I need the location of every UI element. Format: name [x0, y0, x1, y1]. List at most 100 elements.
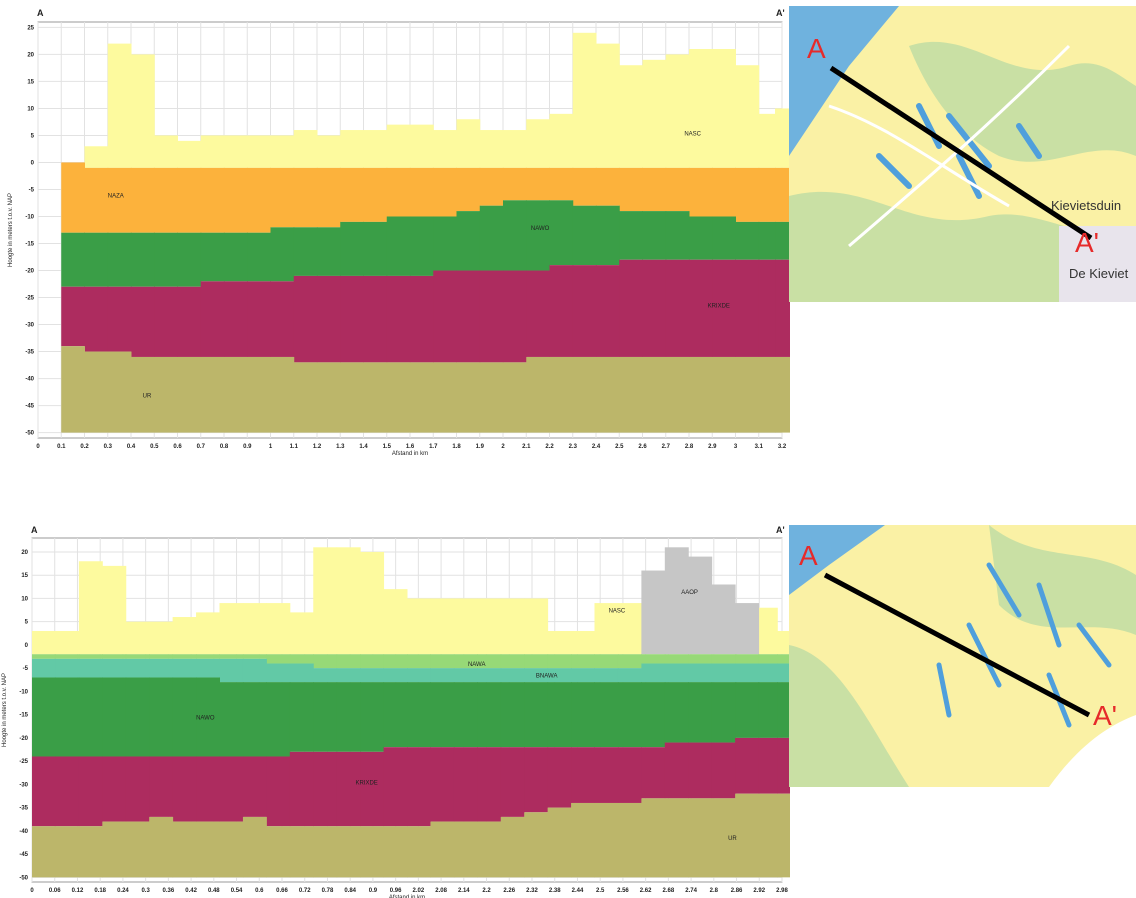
chart-1-x-tick-label: 2.9 — [708, 444, 717, 450]
chart-1-x-tick-label: 2.8 — [685, 444, 694, 450]
chart-1-layer-nawo-column — [596, 205, 620, 266]
chart-2-y-tick-label: -10 — [19, 689, 28, 695]
chart-2-layer-nawo-column — [242, 682, 267, 757]
chart-1-layer-naza-column — [712, 167, 736, 217]
chart-2-layer-krixde-column — [453, 747, 478, 822]
chart-2-layer-krixde-column — [242, 756, 267, 817]
chart-2-layer-bnawa-column — [571, 668, 595, 683]
chart-2-x-tick-label: 0.78 — [322, 888, 334, 894]
chart-2-layer-nawo-column — [735, 682, 760, 738]
chart-1-x-tick-label: 0.5 — [150, 444, 159, 450]
chart-1-layer-krixde-column — [107, 286, 132, 352]
chart-1-layer-nawo-column — [386, 216, 411, 276]
chart-1-y-tick-label: -10 — [25, 214, 34, 220]
chart-1-layer-krixde-column — [479, 270, 504, 363]
chart-1-layer-label-naza: NAZA — [108, 194, 124, 200]
chart-1-y-tick-label: 15 — [27, 79, 34, 85]
chart-1-layer-nasc-column — [386, 124, 411, 168]
map-2-water — [936, 562, 1112, 728]
chart-2-layer-bnawa-column — [547, 668, 572, 683]
chart-2-layer-krixde-column — [78, 756, 103, 827]
chart-2-layer-nawo-column — [594, 682, 619, 748]
chart-1-x-tick-label: 2.4 — [592, 444, 601, 450]
chart-2-layer-nawa-column — [524, 654, 549, 669]
chart-2-layer-bnawa-column — [758, 663, 778, 683]
chart-2-layer-bnawa-column — [78, 658, 103, 678]
chart-1-x-tick-label: 0.7 — [197, 444, 206, 450]
chart-1-y-tick-label: -15 — [25, 242, 34, 248]
chart-2-layer-nasc-column — [617, 603, 642, 655]
chart-2-layer-ur-column — [242, 816, 267, 878]
chart-1-layer-naza-column — [526, 167, 550, 201]
chart-1-layer-nasc-column — [665, 54, 690, 168]
chart-2-x-tick-label: 2.56 — [617, 888, 629, 894]
chart-1-layer-nawo-column — [758, 221, 776, 260]
chart-2-layer-krixde-column — [430, 747, 455, 822]
chart-2-layer-nawa-column — [360, 654, 385, 669]
chart-2-layer-krixde-column — [477, 747, 502, 822]
chart-2-y-tick-label: -30 — [19, 782, 28, 788]
chart-2-layer-nawo-column — [664, 682, 689, 743]
chart-2-layer-nawa-column — [313, 654, 338, 669]
chart-1-layer-naza-column — [224, 167, 248, 233]
chart-1-layer-nasc-column — [317, 135, 341, 168]
chart-2-layer-ur-column — [594, 802, 619, 878]
chart-1-layer-nasc-column — [410, 124, 434, 168]
chart-2-y-tick-label: -15 — [19, 713, 28, 719]
chart-2-layer-nasc-column — [571, 630, 595, 655]
chart-1-section-start-label: A — [37, 8, 44, 18]
chart-1-layer-nawo-column — [410, 216, 434, 276]
chart-2-layer-ur-column — [407, 826, 431, 878]
chart-1-layer-naza-column — [177, 167, 202, 233]
chart-1-y-tick-label: 10 — [27, 106, 34, 112]
chart-2-section-end-label: A' — [776, 525, 785, 535]
chart-2-layer-nasc-column — [453, 598, 478, 655]
chart-2-x-tick-label: 0.84 — [344, 888, 356, 894]
chart-2-layer-krixde-column — [594, 747, 619, 803]
chart-1-layer-ur-column — [758, 356, 776, 433]
chart-1-layer-nawo-column — [503, 200, 527, 271]
chart-2-y-tick-label: -50 — [19, 875, 28, 881]
chart-2-layer-krixde-column — [758, 737, 778, 794]
chart-2-layer-nawo-column — [102, 677, 127, 757]
chart-2-layer-nasc-column — [242, 603, 267, 655]
chart-1-layer-nasc-column — [107, 43, 132, 168]
chart-2-layer-nawo-column — [688, 682, 713, 743]
chart-1-layer-krixde-column — [665, 259, 690, 357]
chart-1-layer-nasc-column — [84, 146, 109, 168]
chart-2-layer-nawa-column — [242, 654, 267, 659]
chart-2-layer-krixde-column — [125, 756, 150, 822]
chart-1-layer-naza-column — [317, 167, 341, 228]
map-1-sea — [789, 6, 899, 156]
chart-1-layer-ur-column — [107, 351, 132, 433]
chart-1-layer-nasc-column — [758, 113, 776, 168]
chart-2-x-tick-label: 2.62 — [640, 888, 652, 894]
chart-1-layer-ur-column — [456, 362, 481, 433]
chart-1-layer-nasc-column — [712, 49, 736, 168]
chart-2-layer-bnawa-column — [242, 658, 267, 683]
chart-1-layer-nawo-column — [549, 200, 574, 266]
chart-1-layer-nasc-column — [456, 119, 481, 168]
chart-1-layer-nawo-column — [131, 232, 155, 287]
chart-1-x-tick-label: 0.9 — [243, 444, 252, 450]
chart-2-layer-nawa-column — [125, 654, 150, 659]
chart-1-layer-nasc-column — [549, 113, 574, 168]
chart-1-y-tick-label: 0 — [31, 160, 35, 166]
chart-1-layer-naza-column — [61, 162, 85, 233]
chart-1-layer-ur-column — [317, 362, 341, 433]
chart-1-layer-krixde-column — [270, 281, 295, 357]
chart-2-layer-ur-column — [547, 807, 572, 878]
chart-1-x-tick-label: 1 — [269, 444, 273, 450]
chart-1-layer-nasc-column — [572, 32, 597, 168]
chart-2-layer-aaop-column — [641, 570, 666, 655]
chart-2-layer-nawo-column — [313, 682, 338, 752]
chart-1-layer-naza-column — [479, 167, 504, 206]
chart-1-layer-nawo-column — [61, 232, 85, 287]
chart-2-layer-krixde-column — [711, 742, 736, 799]
chart-2-layer-nasc-column — [777, 630, 790, 655]
chart-1-y-tick-label: -20 — [25, 269, 34, 275]
chart-1-layer-ur-column — [503, 362, 527, 433]
chart-2-layer-nawa-column — [266, 654, 291, 664]
chart-2-layer-ur-column — [477, 821, 502, 878]
chart-2-layer-nasc-column — [594, 603, 619, 655]
